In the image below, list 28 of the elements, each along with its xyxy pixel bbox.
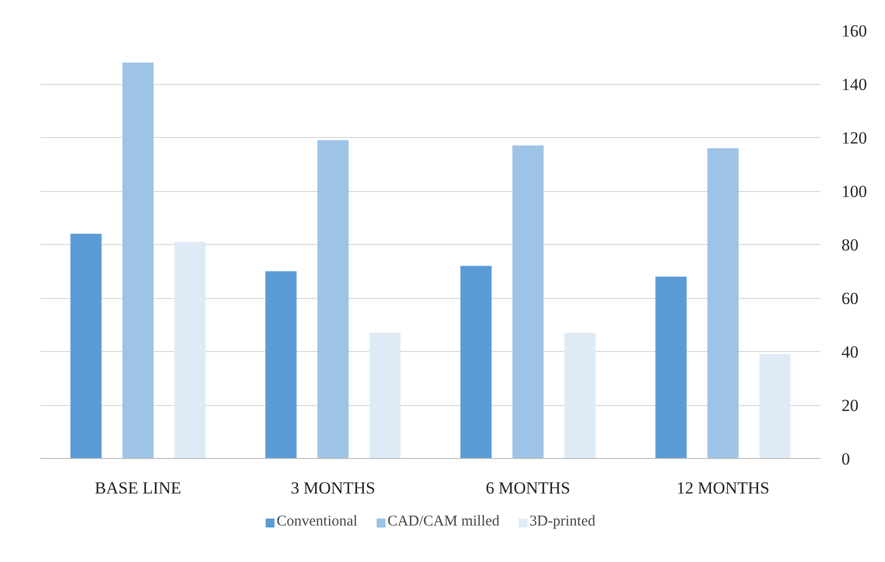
x-tick-label: 3 MONTHS (290, 478, 376, 498)
bar (759, 354, 791, 458)
y-tick-label: 140 (842, 75, 867, 94)
x-tick-label: 6 MONTHS (486, 478, 570, 498)
y-tick-label: 40 (842, 342, 858, 362)
bar (265, 271, 297, 458)
bar (369, 332, 401, 458)
legend-label: 3D-printed (530, 514, 596, 530)
legend-label: CAD/CAM milled (387, 514, 500, 530)
y-tick-label: 0 (842, 450, 850, 468)
bar (174, 242, 206, 458)
y-tick-label: 60 (842, 289, 858, 308)
bar (122, 62, 154, 458)
bar (512, 146, 544, 458)
bar (707, 148, 739, 458)
y-tick-label: 100 (842, 182, 867, 201)
y-tick-label: 80 (842, 236, 858, 254)
y-tick-label: 20 (842, 396, 858, 415)
bar (564, 332, 596, 458)
bar (70, 234, 102, 458)
x-tick-label: BASE LINE (94, 478, 182, 498)
bar (460, 266, 492, 458)
bar (655, 276, 687, 458)
legend-label: Conventional (276, 514, 358, 530)
x-tick-label: 12 MONTHS (676, 478, 770, 498)
y-tick-label: 120 (842, 128, 867, 148)
bar (317, 140, 349, 458)
y-tick-label: 160 (842, 22, 867, 40)
